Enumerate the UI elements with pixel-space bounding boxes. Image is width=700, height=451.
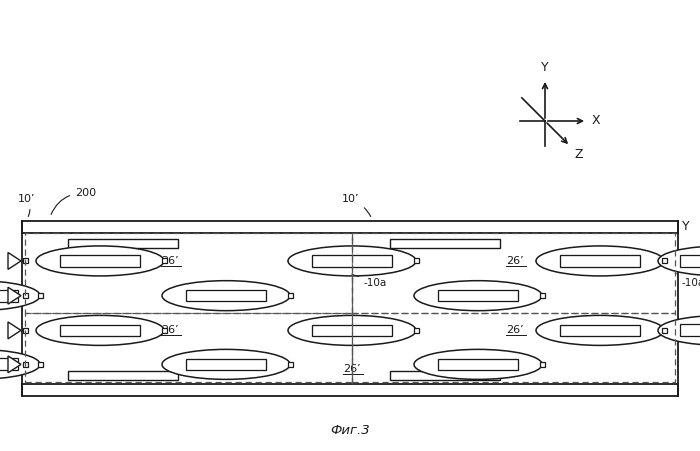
Text: 26’: 26’	[161, 325, 178, 336]
Bar	[414, 328, 419, 333]
Bar	[288, 362, 293, 367]
Bar	[186, 290, 266, 301]
Bar	[560, 255, 640, 267]
Polygon shape	[8, 356, 21, 373]
Bar	[22, 328, 27, 333]
Bar	[540, 293, 545, 298]
Bar	[560, 325, 640, 336]
Text: Фиг.3: Фиг.3	[330, 424, 370, 437]
Bar	[312, 255, 392, 267]
Text: 26’: 26’	[343, 364, 360, 374]
Bar	[352, 233, 675, 313]
Text: 200: 200	[51, 188, 96, 214]
Bar	[312, 325, 392, 336]
Text: 10’: 10’	[342, 194, 371, 216]
Ellipse shape	[288, 246, 416, 276]
Text: Y: Y	[541, 61, 549, 74]
Ellipse shape	[536, 246, 664, 276]
Bar	[22, 221, 678, 233]
Bar	[680, 324, 700, 336]
Ellipse shape	[288, 315, 416, 345]
Bar	[38, 293, 43, 298]
Bar	[22, 258, 27, 263]
Bar	[22, 384, 678, 396]
Ellipse shape	[162, 281, 290, 311]
Bar	[25, 313, 352, 382]
Bar	[68, 239, 178, 248]
Text: -10a: -10a	[351, 274, 387, 288]
Bar	[186, 359, 266, 370]
Bar	[390, 371, 500, 379]
Bar	[68, 371, 178, 379]
Bar	[38, 362, 43, 367]
Bar	[162, 328, 167, 333]
Bar	[662, 258, 666, 263]
Bar	[60, 325, 140, 336]
Bar	[25, 233, 352, 313]
Ellipse shape	[658, 315, 700, 345]
Bar	[438, 290, 518, 301]
Ellipse shape	[162, 350, 290, 379]
Bar	[390, 239, 500, 248]
Ellipse shape	[536, 315, 664, 345]
Bar	[352, 313, 675, 382]
Ellipse shape	[0, 350, 40, 379]
Text: -10a: -10a	[675, 273, 700, 288]
Polygon shape	[8, 322, 21, 339]
Bar	[438, 359, 518, 370]
Bar	[288, 293, 293, 298]
Polygon shape	[8, 253, 21, 269]
Ellipse shape	[414, 350, 542, 379]
Bar	[0, 290, 18, 302]
Ellipse shape	[36, 315, 164, 345]
Ellipse shape	[0, 281, 40, 311]
Text: 26’: 26’	[506, 256, 524, 266]
Text: Y: Y	[682, 221, 690, 234]
Ellipse shape	[36, 246, 164, 276]
Text: Z: Z	[574, 148, 582, 161]
Ellipse shape	[414, 281, 542, 311]
Bar	[22, 362, 27, 367]
Text: 10’: 10’	[18, 194, 36, 216]
Bar	[162, 258, 167, 263]
Text: 26’: 26’	[161, 256, 178, 266]
Ellipse shape	[658, 246, 700, 276]
Bar	[60, 255, 140, 267]
Bar	[662, 328, 666, 333]
Text: X: X	[592, 115, 601, 128]
Bar	[414, 258, 419, 263]
Text: 26’: 26’	[506, 325, 524, 336]
Bar	[540, 362, 545, 367]
Polygon shape	[8, 287, 21, 304]
Bar	[680, 255, 700, 267]
Bar	[0, 359, 18, 370]
Bar	[22, 293, 27, 298]
